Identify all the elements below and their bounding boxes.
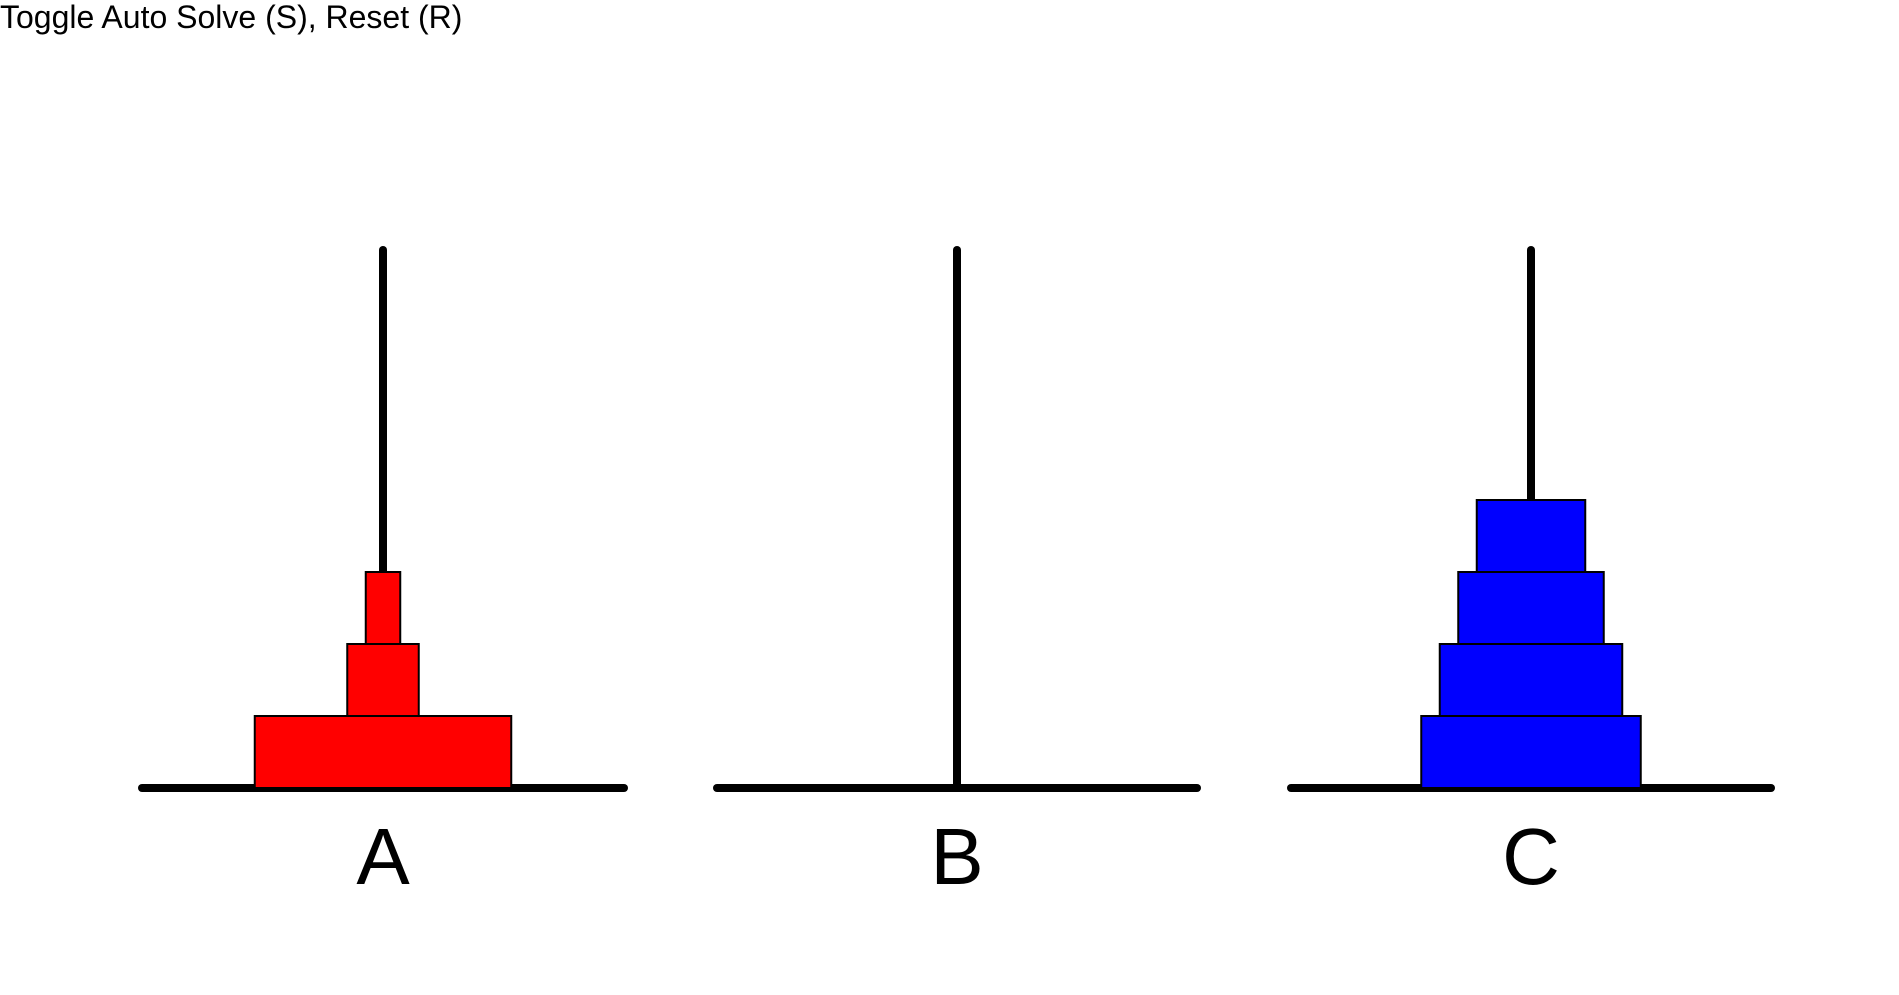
disk-size-3[interactable] [346, 643, 420, 717]
disk-size-9[interactable] [1438, 643, 1624, 717]
peg-a-label: A [356, 812, 410, 901]
peg-b[interactable]: B [713, 246, 1201, 901]
disk-size-13[interactable] [253, 715, 513, 789]
peg-c-disks [1420, 499, 1642, 789]
disk-size-7[interactable] [1457, 571, 1605, 645]
disk-size-1[interactable] [364, 571, 402, 645]
disk-size-5[interactable] [1475, 499, 1587, 573]
peg-a-disks [253, 571, 513, 789]
peg-c[interactable]: C [1287, 246, 1775, 901]
peg-c-label: C [1502, 812, 1560, 901]
peg-b-label: B [930, 812, 983, 901]
disk-size-11[interactable] [1420, 715, 1642, 789]
peg-a[interactable]: A [138, 246, 628, 901]
instructions-text: Toggle Auto Solve (S), Reset (R) [0, 0, 463, 35]
